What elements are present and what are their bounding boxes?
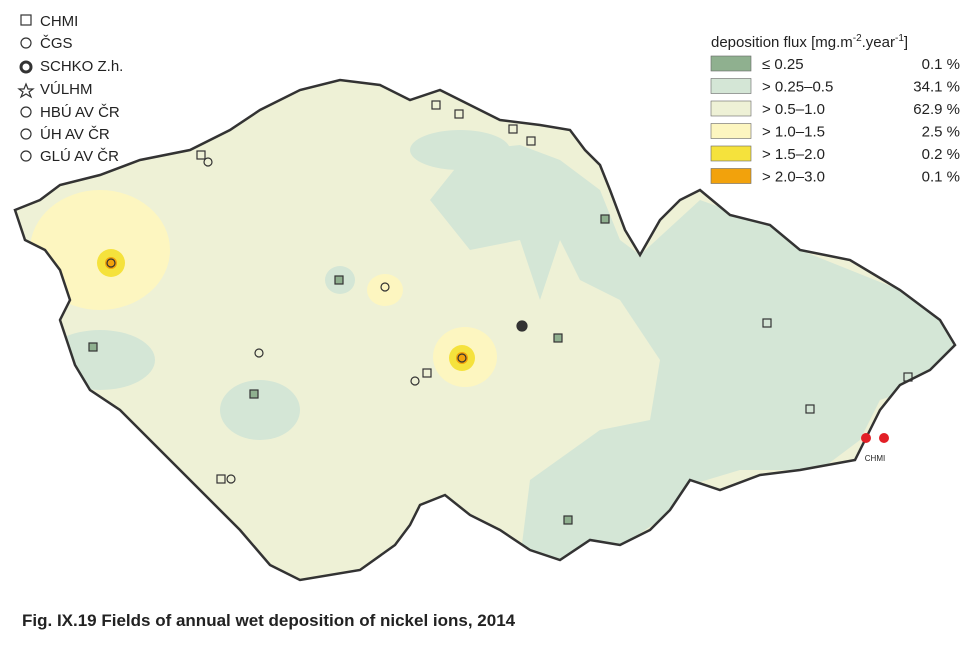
legend-swatch — [710, 145, 752, 162]
legend-label: > 2.0–3.0 — [762, 169, 825, 186]
legend-label: > 1.0–1.5 — [762, 124, 825, 141]
station-legend-item: GLÚ AV ČR — [40, 148, 119, 165]
country-border — [13, 78, 957, 582]
station-legend-item: VÚLHM — [40, 81, 93, 98]
legend-share: 62.9 % — [913, 101, 960, 118]
legend-swatch — [710, 100, 752, 117]
station-legend: CHMI ČGS SCHKO Z.h. VÚLHM HBÚ AV ČR ÚH A… — [17, 13, 123, 165]
logo-text: CHMI — [865, 454, 885, 463]
stations — [88, 100, 913, 525]
station-legend-item: HBÚ AV ČR — [40, 104, 120, 121]
legend-swatch — [710, 123, 752, 139]
station-legend-item: ČGS — [40, 35, 73, 52]
legend-share: 0.2 % — [922, 146, 960, 163]
legend-share: 0.1 % — [922, 56, 960, 73]
legend-share: 34.1 % — [913, 79, 960, 96]
logo: CHMI — [861, 433, 889, 463]
legend-label: > 0.25–0.5 — [762, 79, 833, 96]
legend-title-part: deposition flux [mg.m — [711, 34, 853, 51]
legend-label: > 0.5–1.0 — [762, 101, 825, 118]
legend-swatch — [710, 55, 752, 72]
legend-title-sup: -2 — [853, 33, 862, 44]
legend-title: deposition flux [mg.m-2.year-1] — [711, 33, 908, 51]
legend-share: 2.5 % — [922, 124, 960, 141]
legend-swatch — [710, 78, 752, 94]
flux-legend: deposition flux [mg.m-2.year-1] ≤ 0.25 0.… — [710, 33, 960, 186]
legend-share: 0.1 % — [922, 169, 960, 186]
legend-title-part: ] — [904, 34, 908, 51]
legend-title-sup: -1 — [895, 33, 904, 44]
caption: Fig. IX.19 Fields of annual wet depositi… — [22, 611, 516, 630]
legend-label: > 1.5–2.0 — [762, 146, 825, 163]
legend-title-part: .year — [862, 34, 895, 51]
station-legend-item: SCHKO Z.h. — [40, 58, 123, 75]
station-legend-item: CHMI — [40, 13, 78, 30]
legend-label: ≤ 0.25 — [762, 56, 804, 73]
legend-swatch — [710, 168, 752, 184]
station-legend-item: ÚH AV ČR — [40, 126, 110, 143]
